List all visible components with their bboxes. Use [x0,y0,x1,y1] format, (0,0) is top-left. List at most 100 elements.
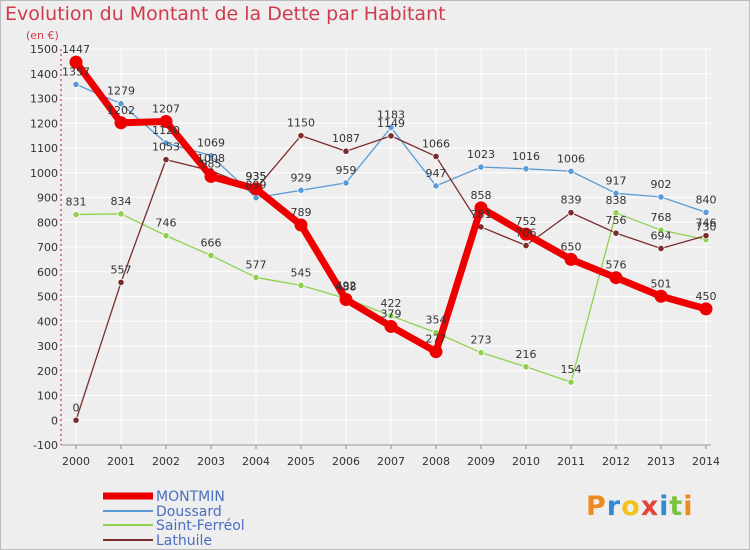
legend-label: MONTMIN [156,489,225,505]
data-label: 1207 [152,103,180,116]
y-tick-label: 1300 [30,93,58,106]
data-label: 831 [66,196,87,209]
data-label: 277 [426,333,447,346]
data-label: 501 [651,277,672,290]
data-label: 1279 [107,85,135,98]
data-label: 746 [696,217,717,230]
data-label: 273 [471,334,492,347]
data-label: 781 [471,208,492,221]
y-tick-label: 700 [37,241,58,254]
data-label: 985 [201,157,222,170]
data-point [657,226,665,234]
data-label: 917 [606,174,627,187]
data-point [114,116,128,130]
data-point [387,123,395,132]
data-point [384,319,398,333]
data-label: 216 [516,348,537,361]
data-point [72,210,80,219]
data-label: 1053 [152,141,180,154]
data-label: 929 [291,171,312,184]
data-point [567,378,575,386]
data-point [567,208,575,217]
data-label: 1120 [152,124,180,137]
data-point [297,132,305,140]
data-point [249,182,263,196]
data-point [699,302,713,316]
data-point [657,244,665,253]
data-label: 730 [696,221,717,234]
data-label: 354 [426,314,447,327]
data-label: 1357 [62,65,90,78]
x-tick-label: 2010 [512,455,540,468]
data-point [252,194,260,202]
x-tick-label: 2014 [692,455,720,468]
data-point [522,165,530,173]
data-label: 154 [561,363,582,376]
data-point [297,281,305,289]
y-tick-label: 1500 [30,43,58,56]
y-tick-label: 1400 [30,68,58,81]
data-label: 422 [381,297,402,310]
y-tick-label: 300 [37,340,58,353]
y-tick-label: -100 [33,439,58,452]
data-point [162,139,170,147]
y-tick-label: 1000 [30,167,58,180]
data-point [159,115,173,129]
data-label: 834 [111,195,132,208]
data-label: 858 [471,189,492,202]
data-label: 576 [606,259,627,272]
data-label: 1069 [197,137,225,150]
x-tick-label: 2009 [467,455,495,468]
x-tick-label: 2012 [602,455,630,468]
data-point [477,163,485,171]
data-point [207,251,215,260]
data-point [162,232,170,240]
data-label: 902 [651,178,672,191]
x-tick-label: 2013 [647,455,675,468]
data-label: 1087 [332,132,360,145]
data-label: 1016 [512,150,540,163]
data-point [522,241,530,250]
data-point [387,132,395,140]
y-tick-label: 400 [37,315,58,328]
y-tick-label: 500 [37,291,58,304]
data-label: 1149 [377,117,405,130]
data-point [204,169,218,183]
data-label: 450 [696,290,717,303]
data-point [702,208,710,216]
data-point [657,193,665,201]
data-point [342,147,350,155]
data-point [564,252,578,266]
data-label: 492 [336,279,357,292]
data-point [252,273,260,282]
y-tick-label: 900 [37,192,58,205]
data-label: 577 [246,258,267,271]
data-label: 706 [516,227,537,240]
y-tick-label: 800 [37,216,58,229]
data-label: 752 [516,215,537,228]
data-point [162,156,170,164]
data-label: 1023 [467,148,495,161]
x-tick-label: 2005 [287,455,315,468]
data-point [477,349,485,357]
x-tick-label: 2008 [422,455,450,468]
data-point [72,416,80,424]
data-label: 1447 [62,43,90,56]
data-point [702,232,710,240]
data-label: 935 [246,170,267,183]
data-point [207,152,215,160]
data-label: 488 [336,280,357,293]
chart-subtitle: (en €) [26,29,59,42]
data-label: 789 [291,206,312,219]
data-point [432,152,440,161]
x-tick-label: 2007 [377,455,405,468]
x-tick-label: 2003 [197,455,225,468]
data-label: 947 [426,167,447,180]
data-point [612,209,620,217]
y-tick-label: 0 [51,414,58,427]
data-point [339,292,353,306]
y-tick-label: 600 [37,266,58,279]
data-label: 557 [111,263,132,276]
data-label: 650 [561,240,582,253]
